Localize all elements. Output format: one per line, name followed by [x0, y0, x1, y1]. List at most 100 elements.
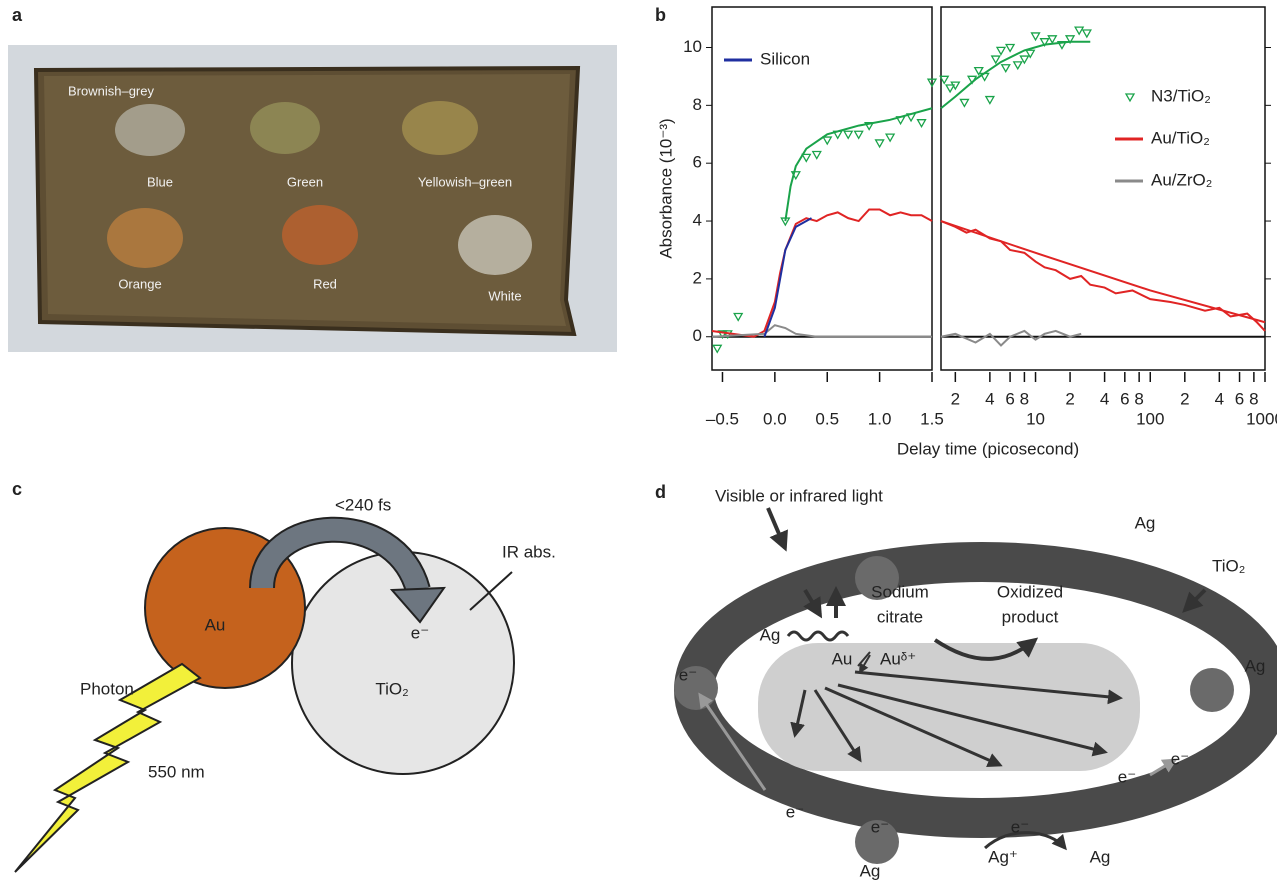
data-point: [1004, 43, 1016, 53]
x-tick-label: 6: [1235, 389, 1244, 408]
legend-marker: [1124, 93, 1136, 103]
label: Photon: [80, 679, 134, 698]
photo: [8, 45, 617, 352]
data-point: [984, 95, 995, 105]
x-tick-label: 1.0: [868, 409, 892, 428]
label: e⁻: [786, 802, 804, 821]
panel-letter: a: [12, 5, 23, 25]
plot-frame: [940, 6, 1266, 371]
x-tick-label: 6: [1120, 389, 1129, 408]
diagram-c: [14, 516, 515, 873]
panel-letter: b: [655, 5, 666, 25]
data-point: [1000, 64, 1011, 74]
data-point: [733, 312, 744, 322]
data-point: [916, 119, 927, 129]
label: 550 nm: [148, 762, 205, 781]
y-tick-label: 10: [683, 37, 702, 56]
data-point: [973, 66, 984, 76]
series-line: [940, 329, 1082, 347]
data-point: [1081, 29, 1092, 39]
label: <240 fs: [335, 495, 391, 514]
panel-letter: d: [655, 482, 666, 502]
spot-label: Red: [313, 276, 337, 291]
data-point: [1074, 26, 1085, 36]
x-tick-label: 2: [951, 389, 960, 408]
data-point: [884, 133, 896, 143]
data-point: [822, 136, 833, 146]
spot-label: Orange: [118, 276, 161, 291]
data-point: [1039, 38, 1050, 48]
label: Auᵟ⁺: [880, 649, 916, 668]
label: e⁻: [679, 665, 697, 684]
data-point: [1030, 32, 1041, 42]
data-point: [1064, 35, 1076, 45]
spot-label: White: [488, 288, 521, 303]
spot-label: Yellowish–green: [418, 174, 512, 189]
data-point: [712, 344, 723, 354]
x-tick-label: 8: [1249, 389, 1258, 408]
label: e⁻: [1171, 749, 1189, 768]
data-point: [926, 78, 938, 88]
label: TiO₂: [1212, 556, 1245, 575]
plot-frame: [711, 6, 933, 371]
diagram-d: [674, 507, 1277, 864]
series-line: [940, 40, 1091, 110]
y-tick-label: 2: [693, 268, 702, 287]
x-tick-label: 4: [985, 389, 994, 408]
x-axis-label: Delay time (picosecond): [897, 439, 1079, 458]
x-tick-label: 0.5: [815, 409, 839, 428]
label: TiO₂: [375, 679, 408, 698]
x-tick-label: 8: [1020, 389, 1029, 408]
legend-label: N3/TiO₂: [1151, 86, 1211, 105]
x-tick-label: 4: [1100, 389, 1109, 408]
data-point: [1012, 61, 1023, 71]
data-point: [995, 46, 1007, 56]
label: Au: [832, 649, 853, 668]
x-tick-label: 1000: [1246, 409, 1277, 428]
data-point: [939, 75, 950, 85]
series-line: [711, 208, 933, 338]
series-line: [711, 324, 932, 338]
label: citrate: [877, 607, 923, 626]
data-point: [853, 130, 864, 140]
x-tick-label: 100: [1136, 409, 1164, 428]
x-tick-label: 2: [1180, 389, 1189, 408]
label: IR abs.: [502, 542, 556, 561]
label: Ag: [1135, 513, 1156, 532]
spot-label: Blue: [147, 174, 173, 189]
x-tick-label: –0.5: [706, 409, 739, 428]
label: e⁻: [1011, 817, 1029, 836]
x-tick-label: 2: [1065, 389, 1074, 408]
x-tick-label: 10: [1026, 409, 1045, 428]
data-point: [944, 84, 956, 94]
data-point: [950, 81, 961, 91]
data-point: [864, 121, 875, 131]
data-point: [717, 330, 728, 340]
panel-letter: c: [12, 479, 22, 499]
label: Au: [205, 615, 226, 634]
x-tick-label: 1.5: [920, 409, 944, 428]
data-point: [801, 153, 812, 163]
label: Ag: [1090, 847, 1111, 866]
label: Sodium: [871, 582, 929, 601]
label: Visible or infrared light: [715, 486, 883, 505]
y-axis-label: Absorbance (10⁻³): [656, 118, 675, 258]
data-point: [843, 130, 854, 140]
label: e⁻: [871, 817, 889, 836]
label: Oxidized: [997, 582, 1063, 601]
data-point: [959, 98, 970, 108]
x-tick-label: 6: [1005, 389, 1014, 408]
data-point: [1025, 49, 1036, 59]
legend-label: Silicon: [760, 49, 810, 68]
label: Ag: [860, 861, 881, 880]
data-point: [1019, 55, 1030, 65]
spot-label: Green: [287, 174, 323, 189]
y-tick-label: 4: [693, 211, 702, 230]
data-point: [1047, 35, 1058, 45]
data-point: [874, 139, 885, 149]
data-point: [811, 150, 822, 160]
y-tick-label: 0: [693, 326, 702, 345]
legend-label: Au/ZrO₂: [1151, 170, 1212, 189]
y-tick-label: 6: [693, 153, 702, 172]
